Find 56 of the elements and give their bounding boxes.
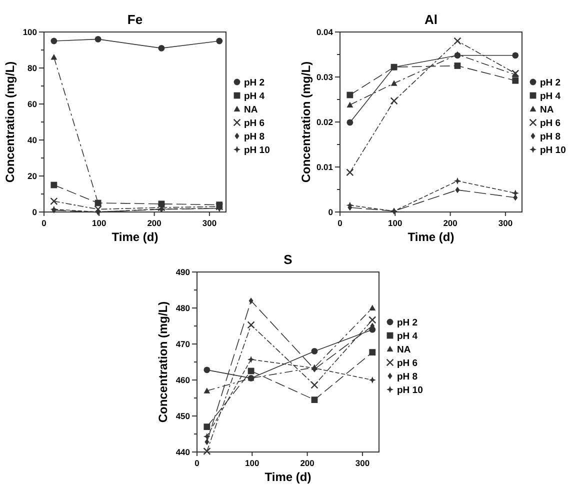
legend-label: pH 6 bbox=[397, 358, 418, 369]
legend-label: pH 10 bbox=[540, 144, 566, 156]
x-axis-title: Time (d) bbox=[112, 230, 158, 244]
chart-title: Fe bbox=[127, 12, 143, 27]
y-tick-label: 0.01 bbox=[316, 162, 334, 172]
chart-title: S bbox=[284, 252, 293, 267]
y-tick-label: 20 bbox=[28, 170, 38, 181]
legend-label: pH 4 bbox=[397, 330, 418, 342]
y-tick-label: 80 bbox=[28, 62, 38, 73]
y-tick-label: 0.03 bbox=[316, 72, 334, 82]
y-tick-label: 440 bbox=[176, 446, 190, 457]
legend-label: pH 4 bbox=[244, 90, 266, 102]
y-tick-label: 470 bbox=[176, 338, 190, 349]
x-axis-title: Time (d) bbox=[408, 230, 454, 244]
y-tick-label: 0.02 bbox=[316, 116, 334, 127]
legend-label: pH 8 bbox=[397, 371, 418, 382]
x-tick-label: 100 bbox=[245, 458, 260, 468]
y-axis-title: Concentration (mg/L) bbox=[299, 61, 313, 183]
y-tick-label: 460 bbox=[176, 374, 190, 385]
y-tick-label: 100 bbox=[22, 26, 38, 37]
legend-label: pH 2 bbox=[244, 77, 265, 88]
x-tick-label: 0 bbox=[338, 218, 343, 228]
y-tick-label: 0 bbox=[32, 206, 38, 217]
legend-label: pH 6 bbox=[244, 118, 265, 129]
legend-label: pH 10 bbox=[397, 384, 423, 396]
x-tick-label: 300 bbox=[498, 218, 513, 228]
legend-label: pH 2 bbox=[397, 317, 418, 328]
x-axis-title: Time (d) bbox=[264, 470, 312, 484]
y-tick-label: 0 bbox=[328, 206, 334, 217]
legend-label: pH 8 bbox=[540, 131, 561, 142]
x-tick-label: 200 bbox=[147, 218, 162, 228]
y-axis-title: Concentration (mg/L) bbox=[156, 301, 170, 423]
legend-label: pH 4 bbox=[540, 90, 562, 102]
legend-label: pH 10 bbox=[244, 144, 270, 156]
y-tick-label: 480 bbox=[176, 302, 190, 313]
y-tick-label: 40 bbox=[28, 134, 38, 145]
y-tick-label: 60 bbox=[28, 98, 38, 109]
y-tick-label: 450 bbox=[176, 410, 190, 421]
x-tick-label: 100 bbox=[92, 218, 107, 228]
x-tick-label: 100 bbox=[388, 218, 403, 228]
x-tick-label: 200 bbox=[443, 218, 458, 228]
x-tick-label: 200 bbox=[300, 458, 315, 468]
y-tick-label: 0.04 bbox=[316, 26, 334, 37]
legend-label: NA bbox=[397, 344, 411, 356]
legend-label: pH 8 bbox=[244, 131, 265, 142]
chart-title: Al bbox=[424, 12, 438, 27]
legend-label: NA bbox=[244, 104, 258, 116]
legend-label: pH 2 bbox=[540, 77, 561, 88]
legend-label: pH 6 bbox=[540, 118, 561, 129]
x-tick-label: 0 bbox=[194, 458, 200, 468]
x-tick-label: 300 bbox=[202, 218, 217, 228]
x-tick-label: 0 bbox=[42, 218, 47, 228]
x-tick-label: 300 bbox=[355, 458, 370, 468]
y-axis-title: Concentration (mg/L) bbox=[3, 61, 17, 183]
y-tick-label: 490 bbox=[176, 266, 190, 277]
legend-label: NA bbox=[540, 104, 554, 116]
